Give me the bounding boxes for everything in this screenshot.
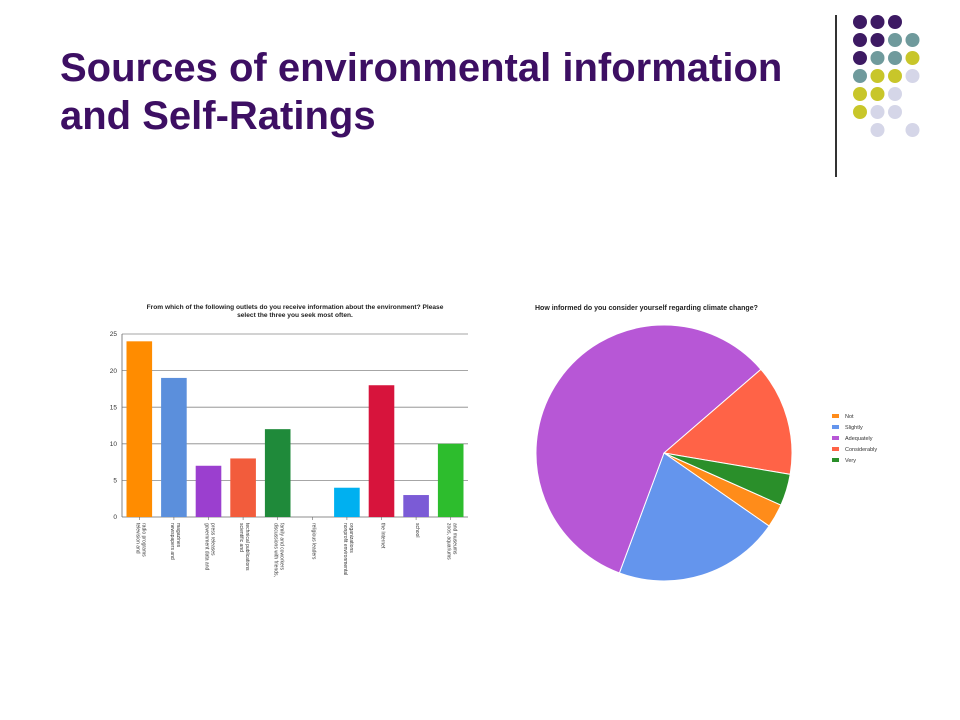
decorative-dot	[853, 15, 867, 29]
bar	[264, 429, 291, 517]
decorative-dot	[905, 69, 920, 83]
pie-slice	[535, 324, 762, 574]
y-tick-label: 5	[113, 478, 117, 485]
pie-slice	[663, 452, 791, 506]
legend-swatch	[832, 436, 839, 440]
y-tick-label: 10	[110, 441, 118, 448]
decorative-dot	[870, 105, 885, 119]
x-tick-label: newspapers andmagazines	[169, 523, 181, 560]
pie-slice	[662, 368, 793, 475]
x-tick-label: the Internet	[380, 523, 386, 549]
bar	[437, 443, 464, 517]
decorative-dot	[853, 69, 867, 83]
decorative-dot-grid	[853, 15, 920, 137]
decorative-dot	[870, 87, 885, 101]
bar	[230, 458, 256, 517]
x-tick-label: nonprofit environmentalorganizations	[342, 523, 354, 575]
slide-title-line-2: and Self-Ratings	[60, 94, 376, 138]
decorative-dot	[870, 123, 885, 137]
decorative-dot	[888, 15, 902, 29]
pie-chart: How informed do you consider yourself re…	[535, 305, 877, 582]
x-tick-label: school	[414, 523, 420, 537]
x-tick-label: scientific andtechnical publications	[238, 523, 250, 571]
y-tick-label: 20	[110, 368, 118, 375]
bar-chart: From which of the following outlets do y…	[110, 304, 468, 577]
x-tick-label: discussions with friends,family and cowo…	[273, 523, 285, 577]
bar	[403, 495, 429, 517]
x-tick-label: religious leaders	[310, 523, 316, 560]
decorative-dot	[870, 33, 885, 47]
decorative-dot	[853, 51, 867, 65]
decorative-dot	[905, 123, 920, 137]
x-tick-label: zoos, aquariumsand museums	[446, 523, 458, 560]
pie-slice	[618, 452, 770, 582]
decorative-divider	[835, 15, 837, 177]
decorative-dot	[853, 105, 867, 119]
legend-swatch	[832, 447, 839, 451]
decorative-dot	[888, 105, 902, 119]
y-tick-label: 0	[113, 514, 117, 521]
legend-swatch	[832, 425, 839, 429]
decorative-dot	[870, 15, 885, 29]
decorative-dot	[870, 69, 885, 83]
y-tick-label: 25	[110, 331, 118, 338]
bar	[195, 465, 222, 517]
legend-swatch	[832, 414, 839, 418]
decorative-dot	[888, 51, 902, 65]
legend-swatch	[832, 458, 839, 462]
decorative-dot	[888, 69, 902, 83]
legend-label: Slightly	[845, 425, 863, 431]
decorative-dot	[888, 87, 902, 101]
pie-chart-title: How informed do you consider yourself re…	[535, 305, 758, 312]
decorative-dot	[853, 87, 867, 101]
bar	[161, 377, 187, 517]
slide-title-line-1: Sources of environmental information	[60, 46, 783, 90]
slide-title: Sources of environmental information and…	[60, 44, 830, 140]
decorative-dot	[905, 51, 920, 65]
x-tick-label: television andradio programs	[134, 523, 146, 557]
x-tick-label: government data andpress releases	[204, 523, 216, 570]
bar	[368, 385, 395, 517]
decorative-dot	[888, 33, 902, 47]
bar	[334, 487, 360, 517]
legend-label: Adequately	[845, 436, 873, 442]
bar-chart-title: From which of the following outlets do y…	[147, 304, 444, 319]
legend-label: Considerably	[845, 447, 877, 453]
legend-label: Not	[845, 414, 854, 420]
bar	[126, 341, 153, 517]
legend-label: Very	[845, 458, 856, 464]
decorative-dot	[905, 33, 920, 47]
y-tick-label: 15	[110, 404, 118, 411]
decorative-dot	[870, 51, 885, 65]
decorative-dot	[853, 33, 867, 47]
